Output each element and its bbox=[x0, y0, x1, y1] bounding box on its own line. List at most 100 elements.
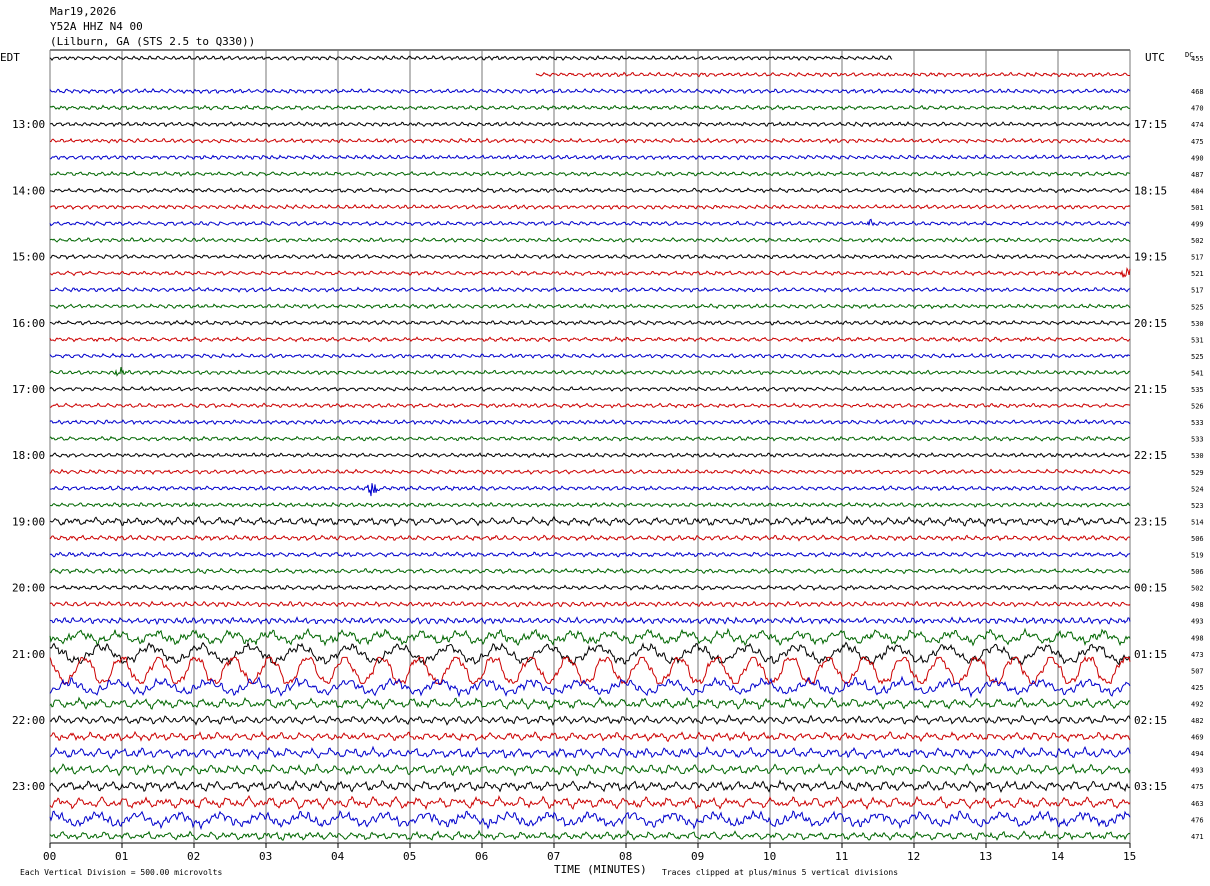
seismic-trace bbox=[49, 203, 1131, 211]
seismic-trace bbox=[49, 809, 1131, 831]
seismic-trace bbox=[50, 483, 1131, 497]
utc-hour-label: 21:15 bbox=[1134, 383, 1167, 396]
x-tick-label: 14 bbox=[1051, 850, 1065, 863]
dc-offset-value: 475 bbox=[1191, 138, 1204, 146]
header-station: Y52A HHZ N4 00 bbox=[50, 20, 143, 33]
dc-label: DC bbox=[1185, 51, 1193, 59]
dc-offset-value: 502 bbox=[1191, 237, 1204, 245]
header-date: Mar19,2026 bbox=[50, 5, 117, 18]
seismic-trace bbox=[49, 794, 1131, 811]
seismic-trace bbox=[49, 55, 893, 61]
x-tick-label: 15 bbox=[1123, 850, 1136, 863]
dc-offset-value: 533 bbox=[1191, 436, 1204, 444]
dc-offset-value: 476 bbox=[1191, 816, 1204, 824]
x-tick-label: 03 bbox=[259, 850, 272, 863]
dc-offset-value: 493 bbox=[1191, 618, 1204, 626]
seismic-trace bbox=[49, 385, 1131, 392]
dc-offset-value: 499 bbox=[1191, 221, 1204, 229]
utc-hour-label: 17:15 bbox=[1134, 118, 1167, 131]
seismic-trace bbox=[49, 154, 1131, 161]
utc-hour-label: 18:15 bbox=[1134, 184, 1167, 197]
x-tick-label: 09 bbox=[691, 850, 704, 863]
seismic-trace bbox=[49, 762, 1131, 777]
dc-offset-value: 469 bbox=[1191, 734, 1204, 742]
dc-offset-value: 494 bbox=[1191, 750, 1204, 758]
x-tick-label: 10 bbox=[763, 850, 776, 863]
seismic-traces bbox=[49, 55, 1131, 841]
dc-offset-value: 471 bbox=[1191, 833, 1204, 841]
x-tick-label: 13 bbox=[979, 850, 992, 863]
seismic-trace bbox=[49, 551, 1131, 558]
seismic-trace bbox=[49, 829, 1131, 841]
scale-note: Each Vertical Division = 500.00 microvol… bbox=[20, 868, 222, 877]
x-tick-label: 06 bbox=[475, 850, 488, 863]
edt-hour-label: 19:00 bbox=[12, 515, 45, 528]
seismic-trace bbox=[49, 88, 1131, 95]
dc-offset-value: 455 bbox=[1191, 55, 1204, 63]
seismic-trace bbox=[50, 745, 1131, 761]
seismic-trace bbox=[49, 137, 1131, 144]
dc-offset-value: 530 bbox=[1191, 452, 1204, 460]
x-tick-label: 04 bbox=[331, 850, 345, 863]
dc-offset-value: 490 bbox=[1191, 154, 1204, 162]
seismic-trace bbox=[49, 170, 1131, 177]
utc-hour-label: 20:15 bbox=[1134, 317, 1167, 330]
dc-offset-value: 517 bbox=[1191, 287, 1204, 295]
seismic-trace bbox=[49, 616, 1131, 625]
edt-label: EDT bbox=[0, 51, 20, 64]
seismic-trace bbox=[49, 675, 1131, 699]
dc-offset-value: 470 bbox=[1191, 105, 1204, 113]
edt-hour-label: 16:00 bbox=[12, 317, 45, 330]
dc-offset-value: 498 bbox=[1191, 634, 1204, 642]
seismic-trace bbox=[49, 452, 1131, 459]
dc-offset-value: 473 bbox=[1191, 651, 1204, 659]
seismic-trace bbox=[49, 515, 1131, 528]
seismic-trace bbox=[49, 237, 1131, 244]
dc-offset-value: 535 bbox=[1191, 386, 1204, 394]
utc-label: UTC bbox=[1145, 51, 1165, 64]
dc-offset-value: 506 bbox=[1191, 535, 1204, 543]
dc-offset-value: 525 bbox=[1191, 353, 1204, 361]
seismic-trace bbox=[49, 641, 1131, 667]
seismic-trace bbox=[49, 187, 1131, 194]
utc-hour-label: 03:15 bbox=[1134, 780, 1167, 793]
x-tick-label: 05 bbox=[403, 850, 416, 863]
seismic-trace bbox=[49, 266, 1131, 278]
x-tick-label: 01 bbox=[115, 850, 128, 863]
seismic-trace bbox=[49, 402, 1131, 409]
dc-offset-value: 501 bbox=[1191, 204, 1204, 212]
seismic-trace bbox=[49, 336, 1131, 343]
seismic-trace bbox=[535, 71, 1130, 78]
dc-offset-labels: 455 468 470 474 475 490 487 484 501 499 502 517 521 5… bbox=[1191, 55, 1204, 841]
dc-offset-value: 468 bbox=[1191, 88, 1204, 96]
seismic-trace bbox=[49, 303, 1131, 310]
dc-offset-value: 529 bbox=[1191, 469, 1204, 477]
edt-hour-label: 21:00 bbox=[12, 648, 45, 661]
edt-hour-label: 14:00 bbox=[12, 184, 45, 197]
dc-offset-value: 482 bbox=[1191, 717, 1204, 725]
edt-hour-label: 20:00 bbox=[12, 582, 45, 595]
dc-offset-value: 517 bbox=[1191, 254, 1204, 262]
utc-hour-label: 23:15 bbox=[1134, 515, 1167, 528]
seismic-trace bbox=[49, 253, 1131, 260]
header: Mar19,2026 Y52A HHZ N4 00 (Lilburn, GA (… bbox=[50, 4, 255, 49]
edt-hour-label: 23:00 bbox=[12, 780, 45, 793]
x-axis-label: TIME (MINUTES) bbox=[554, 863, 647, 876]
edt-hour-label: 17:00 bbox=[12, 383, 45, 396]
left-hour-labels: 13:00 14:00 15:00 16:00 17:00 18:00 19:00 20:00… bbox=[12, 118, 45, 793]
dc-offset-value: 526 bbox=[1191, 403, 1204, 411]
dc-offset-value: 484 bbox=[1191, 187, 1204, 195]
x-tick-label: 02 bbox=[187, 850, 200, 863]
x-tick-label: 11 bbox=[835, 850, 848, 863]
edt-hour-label: 13:00 bbox=[12, 118, 45, 131]
utc-hour-label: 00:15 bbox=[1134, 582, 1167, 595]
x-tick-label: 00 bbox=[43, 850, 56, 863]
edt-hour-label: 15:00 bbox=[12, 251, 45, 264]
seismic-trace bbox=[49, 655, 1131, 685]
x-tick-label: 07 bbox=[547, 850, 560, 863]
x-tick-label: 08 bbox=[619, 850, 632, 863]
dc-offset-value: 530 bbox=[1191, 320, 1204, 328]
seismic-trace bbox=[49, 468, 1131, 475]
dc-offset-value: 507 bbox=[1191, 667, 1204, 675]
